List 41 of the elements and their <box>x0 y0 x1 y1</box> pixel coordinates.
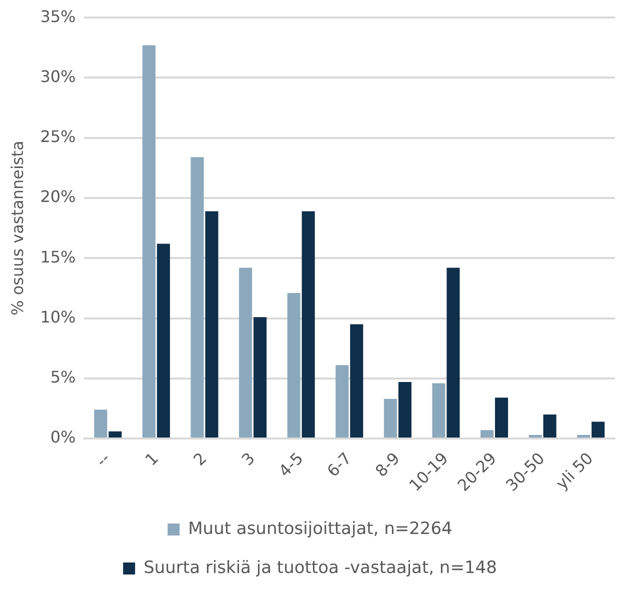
bar <box>94 410 108 438</box>
x-tick-label: 6-7 <box>323 448 356 481</box>
x-tick-label: 8-9 <box>372 448 404 481</box>
x-tick-label: 3 <box>238 448 259 470</box>
bar <box>239 268 252 438</box>
y-tick-label: 35% <box>40 6 76 26</box>
bar <box>108 431 122 438</box>
bar <box>254 317 267 438</box>
x-tick-label: 1 <box>141 448 162 470</box>
legend-label: Suurta riskiä ja tuottoa -vastaajat, n=148 <box>144 558 497 578</box>
bar <box>480 430 494 438</box>
y-tick-label: 25% <box>40 127 76 146</box>
y-tick-label: 30% <box>40 66 76 86</box>
x-tick-label: -- <box>92 448 114 470</box>
bar <box>446 268 460 438</box>
bar <box>190 157 204 438</box>
y-tick-label: 20% <box>40 187 76 206</box>
y-axis-title: % osuus vastanneista <box>8 140 27 316</box>
bar <box>592 422 605 438</box>
legend-label: Muut asuntosijoittajat, n=2264 <box>188 518 452 539</box>
x-tick-label: 4-5 <box>274 448 307 481</box>
bar <box>350 324 364 438</box>
bar <box>398 382 412 438</box>
y-tick-label: 0% <box>50 428 76 447</box>
y-tick-label: 15% <box>40 247 76 266</box>
bar <box>302 211 315 438</box>
bar <box>577 434 590 438</box>
bar <box>156 244 170 438</box>
bar <box>336 365 349 438</box>
bar <box>528 434 542 438</box>
x-tick-label: yli 50 <box>552 448 597 494</box>
bar <box>205 211 218 438</box>
bar <box>432 383 446 438</box>
y-tick-label: 10% <box>40 307 76 326</box>
bar <box>494 398 508 438</box>
bar <box>142 45 156 438</box>
bar <box>543 414 556 438</box>
y-tick-label: 5% <box>50 368 76 387</box>
bar <box>287 293 300 438</box>
bar <box>384 398 397 438</box>
x-tick-label: 2 <box>190 448 210 470</box>
